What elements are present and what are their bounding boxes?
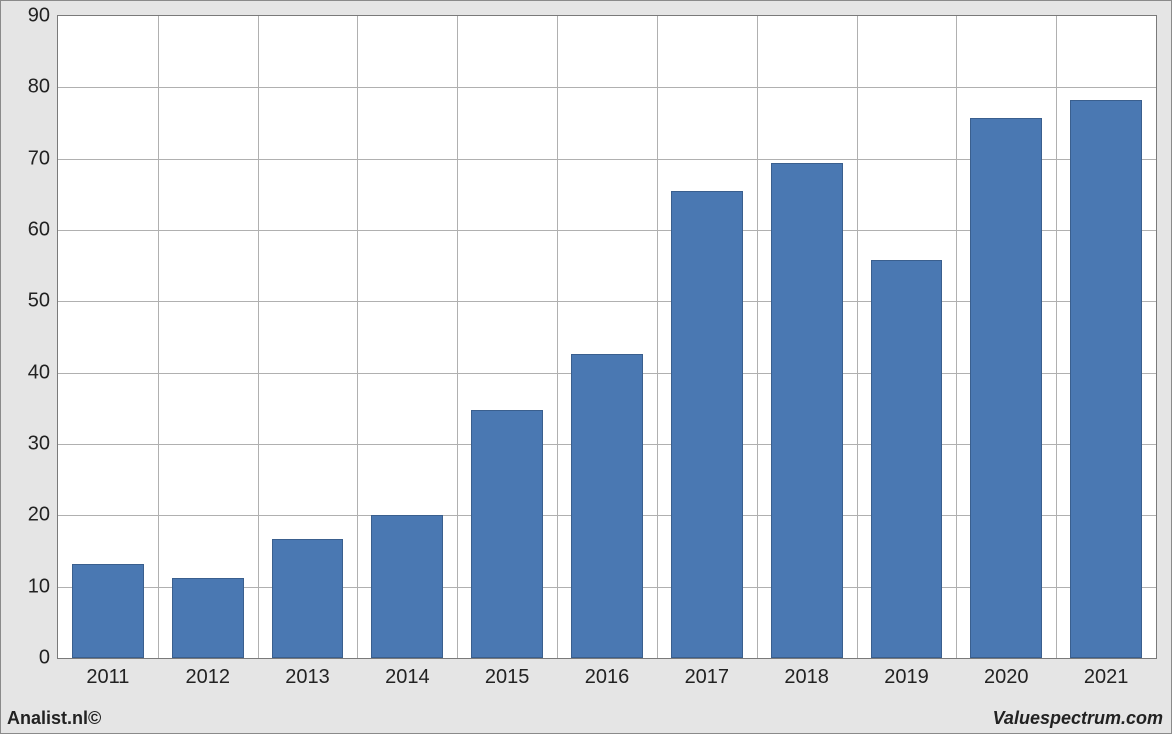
x-tick-label: 2019 xyxy=(884,658,929,689)
plot-area: 0102030405060708090201120122013201420152… xyxy=(57,15,1157,659)
x-tick-label: 2014 xyxy=(385,658,430,689)
gridline-h xyxy=(58,87,1156,88)
bar xyxy=(172,578,244,658)
gridline-v xyxy=(1056,16,1057,658)
bar xyxy=(72,564,144,658)
bar xyxy=(771,163,843,658)
gridline-v xyxy=(857,16,858,658)
x-tick-label: 2020 xyxy=(984,658,1029,689)
gridline-v xyxy=(258,16,259,658)
gridline-v xyxy=(956,16,957,658)
plot-wrap: 0 10 20 30 40 50 60 70 80 90 2011 2012 2013 2014 2015 2… xyxy=(7,7,1165,699)
bar xyxy=(1070,100,1142,658)
y-tick-label: 50 xyxy=(28,290,58,313)
bar xyxy=(970,118,1042,658)
y-tick-label: 10 xyxy=(28,575,58,598)
y-tick-label: 40 xyxy=(28,361,58,384)
footer-right-credit: Valuespectrum.com xyxy=(993,708,1163,729)
footer-left-credit: Analist.nl© xyxy=(7,708,101,729)
gridline-v xyxy=(158,16,159,658)
gridline-v xyxy=(557,16,558,658)
bar xyxy=(471,410,543,658)
x-tick-label: 2016 xyxy=(585,658,630,689)
x-tick-label: 2018 xyxy=(784,658,829,689)
bar xyxy=(871,260,943,658)
chart-frame: 0 10 20 30 40 50 60 70 80 90 2011 2012 2013 2014 2015 2… xyxy=(0,0,1172,734)
y-tick-label: 60 xyxy=(28,219,58,242)
y-tick-label: 80 xyxy=(28,76,58,99)
y-tick-label: 70 xyxy=(28,147,58,170)
y-tick-label: 90 xyxy=(28,5,58,28)
bar xyxy=(571,354,643,658)
gridline-v xyxy=(357,16,358,658)
x-tick-label: 2015 xyxy=(485,658,530,689)
x-tick-label: 2012 xyxy=(185,658,230,689)
x-tick-label: 2013 xyxy=(285,658,330,689)
gridline-v xyxy=(457,16,458,658)
y-tick-label: 20 xyxy=(28,504,58,527)
x-tick-label: 2021 xyxy=(1084,658,1129,689)
bar xyxy=(272,539,344,658)
x-tick-label: 2017 xyxy=(685,658,730,689)
y-tick-label: 30 xyxy=(28,433,58,456)
gridline-v xyxy=(657,16,658,658)
gridline-v xyxy=(757,16,758,658)
y-tick-label: 0 xyxy=(39,647,58,670)
bar xyxy=(671,191,743,658)
bar xyxy=(371,515,443,658)
x-tick-label: 2011 xyxy=(86,658,129,689)
